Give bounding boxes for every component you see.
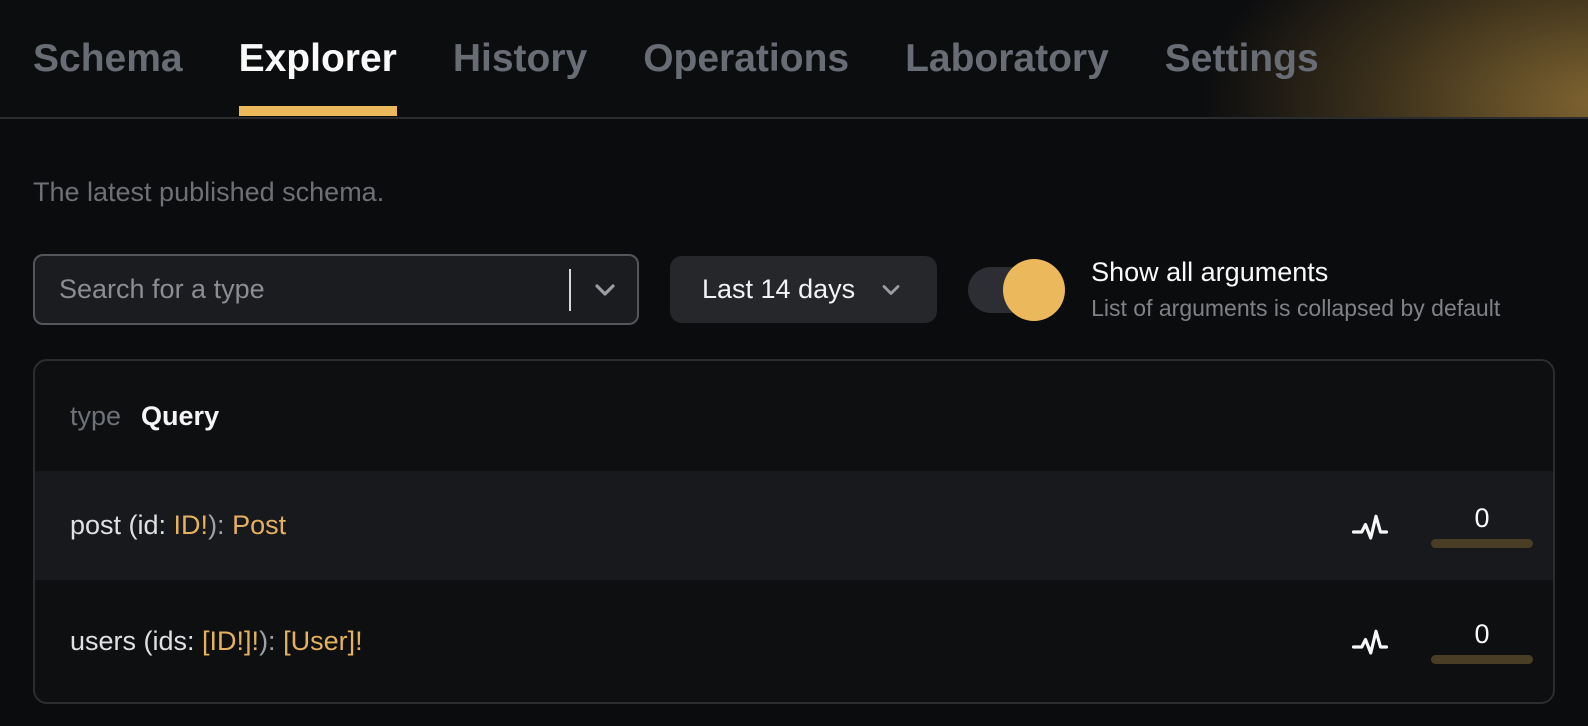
controls-bar: Last 14 days Show all arguments List of … (33, 254, 1555, 325)
schema-note: The latest published schema. (33, 177, 385, 207)
tab-schema[interactable]: Schema (33, 36, 183, 80)
period-label: Last 14 days (702, 274, 856, 304)
activity-pulse-icon (1349, 623, 1391, 659)
field-name: users (ids: (70, 625, 203, 656)
field-arg-type: [ID!]! (202, 625, 260, 656)
show-arguments-toggle[interactable] (968, 258, 1066, 321)
toggle-title: Show all arguments (1091, 257, 1329, 287)
field-stats: 0 (1349, 619, 1533, 664)
search-input[interactable] (59, 274, 563, 305)
field-row-users[interactable]: users (ids: [ID!]!): [User]! 0 (35, 580, 1553, 702)
chevron-down-icon[interactable] (589, 274, 621, 306)
type-kind-label: type (70, 400, 122, 431)
usage-stat: 0 (1431, 503, 1533, 548)
chevron-down-icon (877, 276, 905, 304)
period-dropdown-button[interactable]: Last 14 days (670, 256, 938, 323)
toggle-description: List of arguments is collapsed by defaul… (1091, 295, 1501, 321)
tab-settings[interactable]: Settings (1164, 36, 1319, 80)
usage-stat: 0 (1431, 619, 1533, 664)
usage-bar (1431, 654, 1533, 664)
field-separator: ): (259, 625, 284, 656)
field-signature: post (id: ID!): Post (70, 510, 286, 541)
main-content: The latest published schema. Last 14 day… (0, 177, 1588, 704)
tab-history[interactable]: History (452, 36, 588, 80)
top-nav: Schema Explorer History Operations Labor… (0, 0, 1588, 119)
tab-explorer-label: Explorer (238, 36, 397, 80)
field-row-post[interactable]: post (id: ID!): Post 0 (35, 471, 1553, 580)
type-search-combobox[interactable] (33, 254, 639, 325)
tab-explorer[interactable]: Explorer (238, 0, 397, 117)
usage-bar (1431, 539, 1533, 548)
toggle-knob (1003, 258, 1066, 321)
field-arg-type: ID! (173, 510, 209, 540)
toggle-labels: Show all arguments List of arguments is … (1091, 257, 1500, 322)
field-stats: 0 (1349, 503, 1533, 548)
type-name: Query (141, 400, 220, 431)
field-return-type: [User]! (283, 625, 363, 656)
nav-tabs: Schema Explorer History Operations Labor… (0, 0, 1588, 117)
usage-count: 0 (1474, 503, 1490, 533)
field-return-type: Post (232, 510, 287, 540)
search-divider (569, 268, 571, 311)
activity-pulse-icon (1349, 508, 1391, 544)
field-signature: users (ids: [ID!]!): [User]! (70, 626, 363, 657)
field-name: post (id: (70, 510, 174, 540)
type-panel: type Query post (id: ID!): Post 0 (33, 359, 1555, 704)
usage-count: 0 (1474, 618, 1490, 649)
tab-laboratory[interactable]: Laboratory (905, 36, 1109, 80)
active-tab-indicator (238, 106, 397, 116)
field-separator: ): (208, 510, 233, 540)
tab-operations[interactable]: Operations (643, 36, 850, 80)
type-panel-header: type Query (35, 361, 1553, 471)
